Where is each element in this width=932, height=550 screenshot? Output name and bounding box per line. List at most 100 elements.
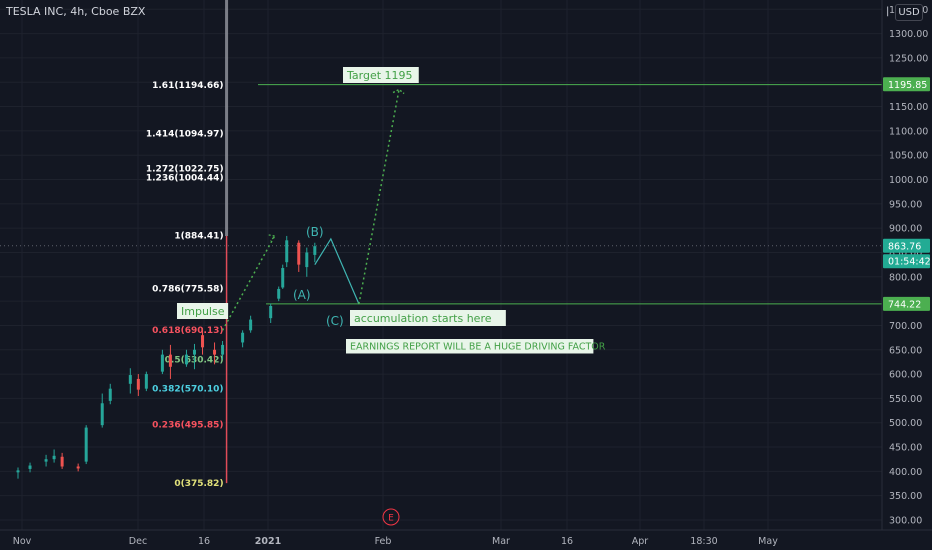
accumulation-label-box — [350, 310, 506, 326]
candle-body — [221, 344, 225, 355]
accumulation-label[interactable]: accumulation starts here — [350, 310, 506, 326]
price-badge-text: 863.76 — [888, 241, 921, 252]
price-tick-label: 1250.00 — [889, 53, 928, 64]
target-projection-line — [358, 89, 400, 305]
price-tick-label: 1100.00 — [889, 126, 928, 137]
price-badge-bg — [883, 77, 930, 92]
candle-body — [249, 319, 253, 331]
time-tick-label: Feb — [375, 536, 392, 547]
time-tick-label: 18:30 — [690, 536, 717, 547]
currency-badge[interactable]: USD — [895, 4, 923, 21]
time-axis-ticks: Nov Dec 16 2021 Feb Mar 16 Apr 18:30 May — [13, 536, 778, 547]
price-tick-label: 700.00 — [889, 321, 922, 332]
candle-body — [144, 374, 148, 389]
fib-level-label: 1.272(1022.75) — [146, 164, 224, 174]
candle-body — [136, 378, 140, 390]
target-label-text: Target 1195 — [346, 69, 413, 82]
accumulation-label-text: accumulation starts here — [354, 312, 492, 325]
candle-body — [281, 268, 285, 288]
price-tick-label: 650.00 — [889, 345, 922, 356]
candle-body — [128, 375, 132, 384]
wave-b-label: (B) — [306, 225, 324, 239]
time-tick-label: May — [758, 536, 778, 547]
price-tick-label: 800.00 — [889, 272, 922, 283]
price-badge-text: 744.22 — [888, 299, 921, 310]
candle-body — [52, 455, 56, 460]
earnings-marker-circle[interactable] — [382, 508, 400, 526]
price-tick-label: 900.00 — [889, 224, 922, 235]
candle-body — [277, 288, 281, 299]
fib-level-label: 0.786(775.58) — [152, 285, 223, 295]
price-tick-label: 300.00 — [889, 516, 922, 527]
impulse-label-box — [177, 303, 229, 319]
candle-body — [44, 459, 48, 462]
wave-c-label: (C) — [326, 314, 344, 328]
price-tick-label: 500.00 — [889, 418, 922, 429]
candle-body — [168, 354, 172, 367]
candle-body — [108, 388, 112, 401]
fib-level-label: 1.236(1004.44) — [146, 173, 224, 183]
price-badge-bg — [883, 296, 930, 311]
earnings-label-text: EARNINGS REPORT WILL BE A HUGE DRIVING F… — [350, 342, 606, 353]
fib-level-label: 1.414(1094.97) — [146, 129, 224, 139]
time-tick-label: 16 — [561, 536, 573, 547]
time-tick-label: 2021 — [255, 536, 281, 547]
price-axis[interactable] — [882, 0, 932, 550]
price-tick-label: 550.00 — [889, 394, 922, 405]
price-tick-label: 1300.00 — [889, 29, 928, 40]
candle-body — [60, 456, 64, 467]
price-badge-bg — [883, 254, 930, 269]
time-tick-label: Apr — [632, 536, 649, 547]
time-tick-label: Dec — [129, 536, 147, 547]
price-badge: 744.22 — [883, 296, 930, 311]
fib-level-label: 0.236(495.85) — [152, 421, 223, 431]
candle-body — [285, 240, 289, 263]
candle-body — [16, 470, 20, 473]
price-tick-label: 600.00 — [889, 370, 922, 381]
fib-level-label: 0.382(570.10) — [152, 385, 223, 395]
fib-level-label: 1.61(1194.66) — [152, 81, 223, 91]
time-tick-label: Nov — [13, 536, 32, 547]
time-axis[interactable] — [0, 530, 932, 550]
price-tick-label: 850.00 — [889, 248, 922, 259]
candle-body — [241, 332, 245, 343]
candles — [16, 235, 317, 479]
price-badge: 863.76 — [883, 238, 930, 253]
candle-body — [313, 246, 317, 255]
price-tick-label: 950.00 — [889, 199, 922, 210]
fib-level-label: 1(884.41) — [174, 232, 223, 242]
price-badge: 1195.85 — [883, 77, 930, 92]
earnings-label[interactable]: EARNINGS REPORT WILL BE A HUGE DRIVING F… — [346, 339, 606, 354]
candle-body — [160, 354, 164, 372]
target-label-box — [343, 67, 419, 83]
target-label[interactable]: Target 1195 — [343, 67, 419, 83]
candle-body — [269, 305, 273, 319]
price-tick-label: 1000.00 — [889, 175, 928, 186]
price-tick-label: 350.00 — [889, 491, 922, 502]
impulse-label[interactable]: Impulse — [177, 303, 229, 319]
price-tick-label: 400.00 — [889, 467, 922, 478]
candle-body — [84, 427, 88, 462]
price-badge-bg — [883, 238, 930, 253]
fib-level-label: 0.618(690.13) — [152, 326, 223, 336]
time-tick-label: Mar — [492, 536, 510, 547]
earnings-marker-letter: E — [388, 514, 394, 524]
earnings-label-box — [346, 339, 594, 354]
candle-body — [192, 349, 196, 355]
scale-marker: | — [886, 6, 889, 17]
wave-a-label: (A) — [293, 288, 311, 302]
candle-body — [76, 466, 80, 469]
candle-body — [28, 465, 32, 469]
price-badge: 01:54:42 — [883, 254, 931, 269]
price-tick-label: 450.00 — [889, 443, 922, 454]
symbol-title[interactable]: TESLA INC, 4h, Cboe BZX — [6, 5, 146, 18]
candle-body — [100, 403, 104, 426]
candle-body — [305, 252, 309, 268]
price-badge-text: 01:54:42 — [888, 257, 931, 268]
candle-body — [201, 335, 205, 348]
price-tick-label: 1150.00 — [889, 102, 928, 113]
price-badge-text: 1195.85 — [888, 80, 927, 91]
time-tick-label: 16 — [198, 536, 210, 547]
